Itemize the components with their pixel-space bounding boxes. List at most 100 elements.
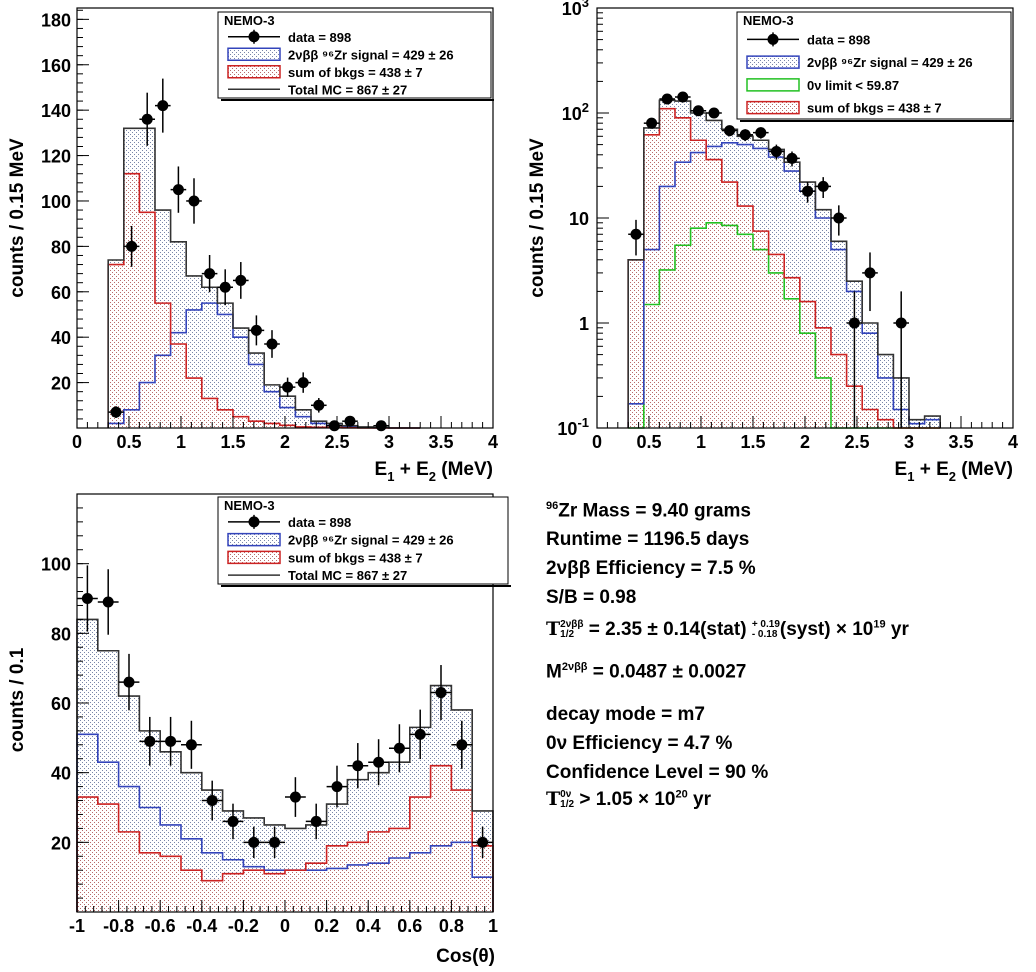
legend-data-marker [248,31,260,43]
data-point [126,240,138,252]
data-point [630,228,642,240]
x-tick-label: 0.8 [439,916,464,936]
x-tick-label: 4 [488,432,498,452]
data-point [817,180,829,192]
y-tick-label: 1 [579,314,589,334]
bkg-fill [77,765,493,912]
data-point [755,127,767,139]
data-point [739,129,751,141]
halflife-exponent: 19 [873,618,886,631]
data-point [677,91,689,103]
y-tick-label: 80 [51,624,71,644]
data-point [313,399,325,411]
legend-entry-label: 0ν limit < 59.87 [807,78,899,93]
legend-entry-label: sum of bkgs = 438 ± 7 [807,101,942,116]
data-point [414,728,426,740]
x-tick-label: 0.2 [314,916,339,936]
x-tick-label: 2.5 [844,432,869,452]
x-tick-label: -1 [69,916,85,936]
y-tick-label: 40 [51,764,71,784]
x-tick-label: 0 [592,432,602,452]
y-tick-label: 103 [562,0,589,19]
legend-bkg-swatch [227,550,281,565]
data-point [250,324,262,336]
matrix-element-line: M2νββ = 0.0487 ± 0.0027 [546,661,746,683]
y-tick-label: 140 [41,101,71,121]
data-point [848,317,860,329]
data-point [102,596,114,608]
legend-entry-label: 2νββ ⁹⁶Zr signal = 429 ± 26 [288,533,454,548]
limit-symbol: T [546,788,561,810]
zr-mass-line: 96Zr Mass = 9.40 grams [546,500,751,522]
data-point [235,274,247,286]
signal-line [76,733,494,912]
legend-entry-label: sum of bkgs = 438 ± 7 [288,65,423,80]
x-tick-label: 0.4 [356,916,381,936]
limit-indices: 0ν 1/2 [560,789,575,810]
y-tick-label: 10 [569,209,589,229]
data-point [456,739,468,751]
data-point [646,117,658,129]
halflife-syst-errors: + 0.19- 0.18 [752,619,780,640]
data-point [206,795,218,807]
legend-bkg-swatch [746,100,800,115]
data-point [864,267,876,279]
matrix-superscript: 2νββ [561,661,588,673]
x-tick-label: 2 [800,432,810,452]
data-point [786,152,798,164]
data-point [227,815,239,827]
data-point [310,815,322,827]
limit-subscript: 1/2 [560,798,575,810]
legend-title: NEMO-3 [743,13,794,28]
y-tick-label: 60 [51,283,71,303]
total-mc-line [76,618,494,912]
x-tick-label: -0.6 [145,916,176,936]
data-point [123,676,135,688]
data-point [269,836,281,848]
data-point [282,381,294,393]
data-point [661,93,673,105]
data-point [165,735,177,747]
y-axis-label: counts / 0.15 MeV [527,138,548,298]
bkg-line [76,764,494,912]
x-tick-label: 1.5 [220,432,245,452]
x-tick-label: 4 [1008,432,1018,452]
data-point [724,125,736,137]
y-tick-label: 100 [41,555,71,575]
data-point [219,281,231,293]
y-tick-label: 160 [41,56,71,76]
confidence-line: Confidence Level = 90 % [546,762,769,783]
chart-3: -1 -0.8 -0.6 -0.4 -0.2 0 0.2 0.4 0.6 0.8 1 20 40 60 80… [7,493,511,967]
data-point [297,377,309,389]
y-tick-label: 40 [51,328,71,348]
halflife-unit: yr [885,619,909,640]
x-tick-label: 0 [280,916,290,936]
efficiency-2v-line: 2νββ Efficiency = 7.5 % [546,558,756,579]
data-point [331,781,343,793]
halflife-indices: 2νββ 1/2 [560,619,583,640]
data-point [895,317,907,329]
efficiency-0v-line: 0ν Efficiency = 4.7 % [546,733,733,754]
decay-mode-line: decay mode = m7 [546,704,705,725]
x-tick-label: 0 [72,432,82,452]
data-point [289,791,301,803]
matrix-symbol: M [546,661,562,683]
x-tick-label: 1 [488,916,498,936]
x-tick-label: 3.5 [948,432,973,452]
x-axis-label: E1 + E2 (MeV) [375,459,493,484]
halflife-0v-line: T0ν 1/2 > 1.05 × 1020 yr [546,788,711,811]
x-tick-label: -0.2 [228,916,259,936]
x-tick-label: 0.5 [636,432,661,452]
legend-title: NEMO-3 [224,13,275,28]
data-point [204,268,216,280]
data-point [375,420,387,432]
x-axis-label: E1 + E2 (MeV) [895,459,1013,484]
data-point [802,185,814,197]
halflife-2v-line: T2νββ 1/2 = 2.35 ± 0.14(stat) + 0.19- 0.1… [546,618,909,641]
halflife-symbol: T [546,618,561,640]
y-tick-label: 100 [41,192,71,212]
legend-entry-label: Total MC = 867 ± 27 [288,82,407,97]
zr-mass-text: Zr Mass = 9.40 grams [558,500,751,522]
data-point [110,406,122,418]
